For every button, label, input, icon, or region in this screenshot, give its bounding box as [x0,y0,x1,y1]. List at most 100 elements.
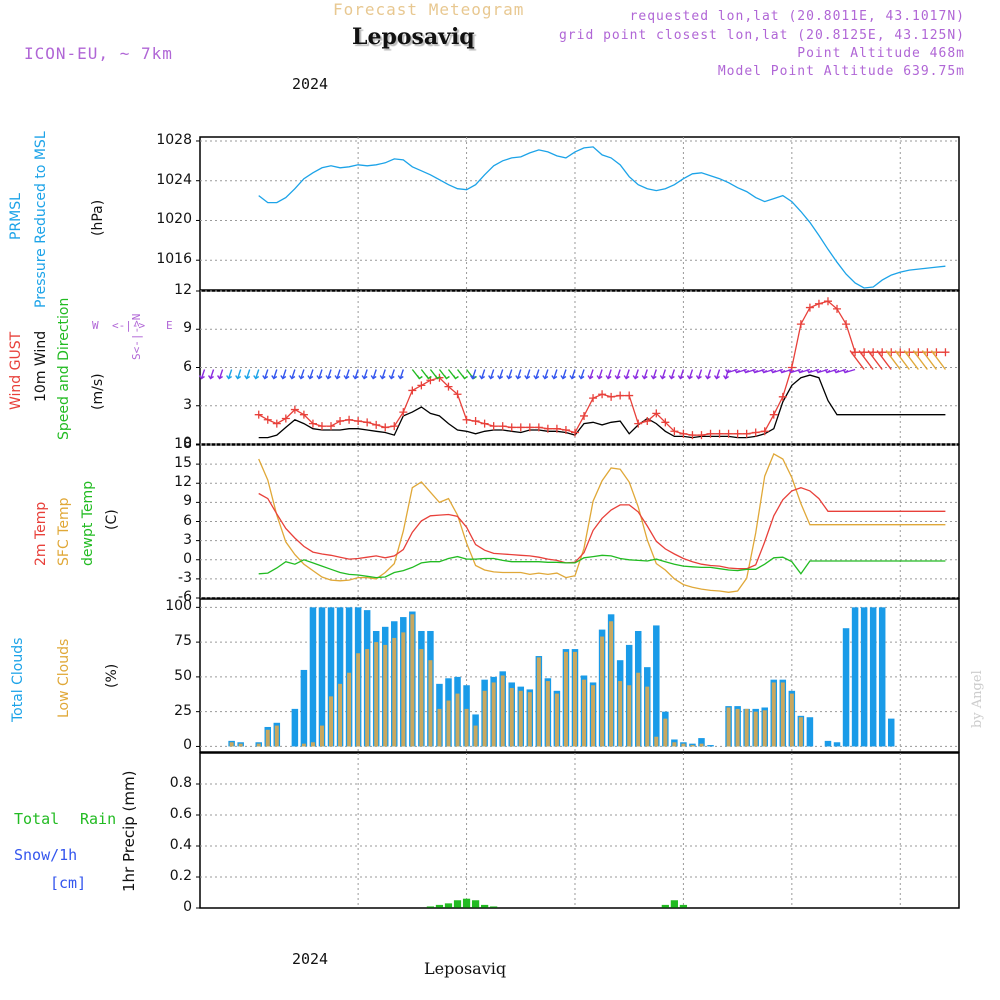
wind-gust-line-point [634,419,643,428]
wind-direction-arrow [544,369,549,379]
low-cloud-bar [256,743,261,747]
wind-gust-line-point [742,429,751,438]
wind-arrow-head [497,375,504,380]
ytick-label: 0.6 [169,806,192,822]
wind-arrow-head [271,375,278,380]
wind-arrow-head [677,375,684,380]
wind-gust-line-point [670,427,679,436]
ytick-label: 0 [183,899,192,915]
total-cloud-bar [336,607,344,747]
wind-direction-arrow [625,369,630,379]
wind-arrow-head [704,375,711,380]
wind-gust-line-point [842,320,851,329]
precip-rain-label: Rain [80,810,117,828]
low-cloud-bar [455,693,460,747]
rain-bar [471,900,480,908]
ytick-label: 100 [165,598,192,615]
ytick-label: 0 [183,550,192,567]
wind-direction-arrow [688,369,694,379]
wind-direction-arrow [200,369,206,379]
low-cloud-bar [319,725,324,747]
low-cloud-bar [401,632,406,747]
compass-east: E [166,319,173,332]
low-cloud-bar [392,637,397,747]
wind-gust-line-point [399,408,408,417]
wind-arrow-head [316,375,323,380]
low-cloud-bar [609,621,614,747]
wind-gust-line-point [652,409,661,418]
ytick-label: 3 [183,396,192,413]
low-cloud-bar [618,681,623,747]
total-cloud-bar [878,607,886,747]
wind-arrow-head [379,375,386,380]
wind-arrow-head [262,375,269,380]
wind-direction-arrow [372,369,377,379]
wind-direction-arrow [517,369,522,379]
ytick-label: 9 [183,320,192,337]
wind-arrow-head [198,375,205,380]
wind-gust-line-point [598,390,607,399]
total-cloud-bar [851,607,859,747]
total-cloud-bar [806,717,814,747]
total-cloud-bar [887,718,895,747]
wind-gust-line-point [498,422,507,431]
wind-arrow-head [668,375,675,380]
wind-arrow-head [605,375,612,380]
wind-arrow-head [370,375,377,380]
wind-arrow-head [207,375,214,380]
wind-direction-arrow [535,369,540,379]
wind-gust-line-point [507,423,516,432]
ytick-label: -3 [178,569,192,586]
footer-station: Leposaviq [424,959,507,978]
low-cloud-bar [563,651,568,747]
low-cloud-bar [383,644,388,747]
total-cloud-bar [300,669,308,747]
wind-gust-line-point [327,422,336,431]
total-cloud-bar [707,745,714,747]
compass-arrow-we: <-|-> [112,319,146,332]
wind-arrow-head [921,350,928,355]
wind-arrow-head [551,375,558,380]
rain-bar [670,900,678,908]
wind-direction-arrow [480,369,486,379]
low-cloud-bar [744,708,749,747]
wind-gust-line-point [733,429,742,438]
low-cloud-bar [780,682,785,747]
precip-snow-label: Snow/1h [14,846,78,864]
ytick-label: 6 [183,512,192,529]
wind-direction-arrow [227,369,233,379]
wind-gust-line-point [444,382,453,391]
top-year-label: 2024 [291,75,329,93]
wind-direction-arrow [390,369,395,379]
wind-arrow-head [533,375,540,380]
wind-arrow-head [761,369,768,374]
wind-direction-arrow [264,369,269,379]
wind-arrow-head [695,375,702,380]
low-cloud-bar [509,688,514,747]
total-cloud-bar [860,607,868,747]
low-cloud-bar [464,708,469,747]
wind-gust-line-point [290,405,299,414]
wind-arrow-head [425,375,432,380]
panel-frame-5 [199,752,960,909]
wind-gust-line-point [625,391,634,400]
total-cloud-bar [653,625,660,747]
wind-gust-line-point [661,418,670,427]
low-cloud-bar [238,743,243,747]
wind-gust-line-point [354,417,363,426]
wind-arrow-head [833,369,840,374]
wind-arrow-head [524,375,531,380]
low-cloud-bar [419,649,424,747]
low-cloud-bar [310,742,315,747]
wind-gust-line-point [453,390,462,399]
wind-direction-arrow [589,369,594,379]
wind-gust-line-point [778,392,787,401]
wind-arrow-head [876,350,883,355]
dewpt-temp-line [258,554,946,579]
wind-gust-line-point [833,304,842,313]
wind-direction-arrow [923,353,937,370]
wind-arrow-head [734,369,741,374]
chart-subtitle: Forecast Meteogram [333,0,525,19]
ytick-label: 0.4 [169,837,192,853]
wind-arrow-head [632,375,639,380]
